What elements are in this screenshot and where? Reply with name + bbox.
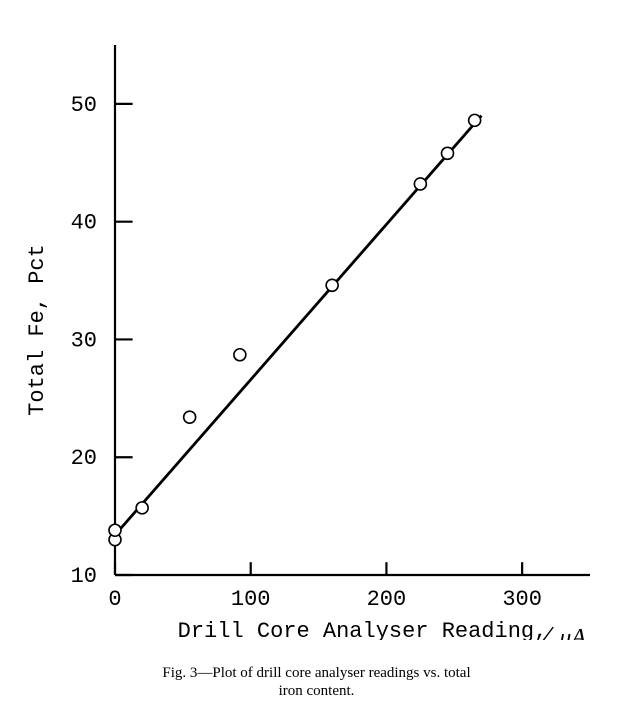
data-point <box>326 279 338 291</box>
data-point <box>469 114 481 126</box>
data-point <box>442 147 454 159</box>
x-axis-label: Drill Core Analyser Reading, <box>178 619 548 640</box>
data-point <box>184 411 196 423</box>
x-tick-label: 200 <box>367 587 407 612</box>
caption-line-2: iron content. <box>279 683 355 699</box>
data-point <box>414 178 426 190</box>
data-point <box>136 502 148 514</box>
x-tick-label: 0 <box>108 587 121 612</box>
chart-container: 0 100 200 300 10 20 30 40 50 Drill Core Analyser … <box>0 0 633 719</box>
data-point <box>109 524 121 536</box>
data-point <box>234 349 246 361</box>
x-tick-label: 100 <box>231 587 271 612</box>
y-tick-label: 10 <box>71 564 97 589</box>
y-tick-label: 40 <box>71 211 97 236</box>
x-axis-unit: μA <box>558 625 586 640</box>
y-axis-label: Total Fe, Pct <box>25 244 50 416</box>
y-tick-label: 30 <box>71 328 97 353</box>
figure-caption: Fig. 3—Plot of drill core analyser readi… <box>0 664 633 702</box>
scatter-chart: 0 100 200 300 10 20 30 40 50 Drill Core Analyser … <box>0 0 633 640</box>
x-tick-label: 300 <box>502 587 542 612</box>
caption-line-1: Fig. 3—Plot of drill core analyser readi… <box>162 665 470 681</box>
y-tick-label: 20 <box>71 446 97 471</box>
fit-line <box>115 116 481 535</box>
y-tick-label: 50 <box>71 93 97 118</box>
